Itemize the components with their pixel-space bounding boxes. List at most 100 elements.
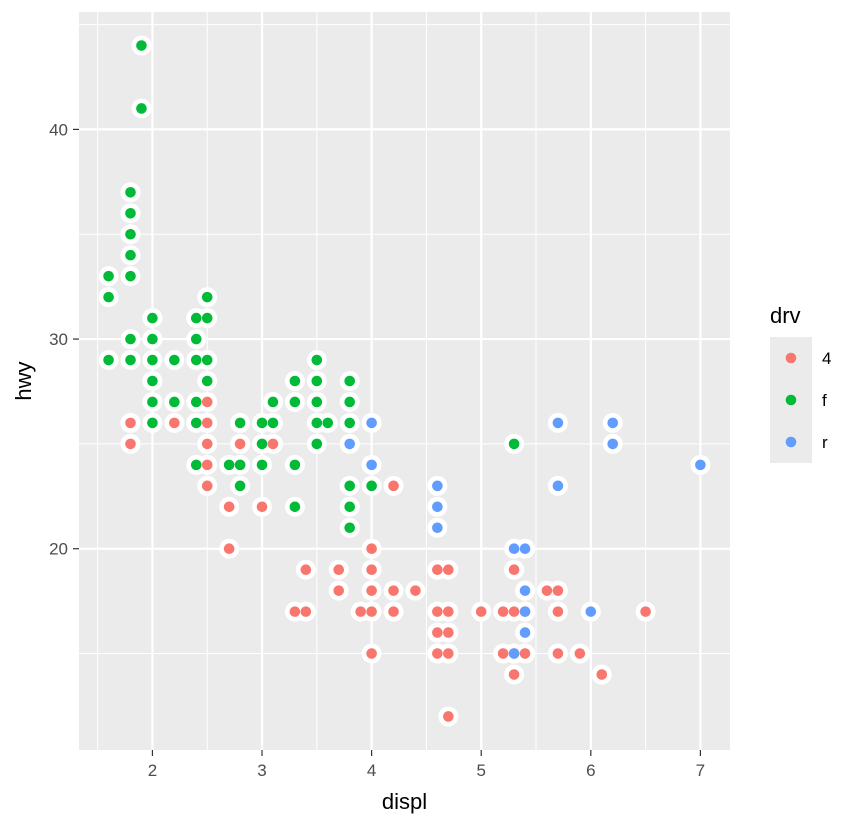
data-point-r	[519, 543, 531, 555]
data-point-4	[497, 648, 509, 659]
data-point-f	[125, 207, 136, 219]
data-point-f	[508, 438, 520, 450]
data-point-f	[136, 40, 147, 51]
y-axis-label: hwy	[11, 361, 36, 400]
data-point-4	[366, 564, 377, 575]
data-point-f	[103, 291, 114, 303]
data-point-f	[366, 480, 377, 492]
data-point-4	[443, 564, 454, 575]
legend-label-r: r	[822, 433, 828, 452]
data-point-r	[432, 501, 443, 513]
data-point-4	[201, 480, 213, 492]
major-gridlines	[79, 12, 730, 750]
data-point-4	[333, 564, 345, 575]
data-point-4	[508, 606, 520, 617]
data-point-f	[201, 375, 213, 387]
data-point-4	[541, 585, 553, 596]
data-point-f	[147, 396, 158, 408]
data-point-4	[508, 669, 520, 680]
data-point-f	[169, 396, 180, 408]
plot-panel	[79, 12, 730, 750]
data-point-4	[519, 648, 531, 659]
inner-point-layer	[103, 40, 706, 722]
x-tick-label: 3	[257, 761, 266, 780]
data-point-f	[190, 417, 202, 429]
y-tick-label: 40	[49, 120, 68, 139]
data-point-f	[311, 354, 323, 366]
legend-key-4	[785, 352, 797, 364]
data-point-f	[344, 417, 356, 429]
data-point-f	[256, 438, 268, 450]
data-point-4	[201, 438, 213, 450]
data-point-r	[508, 543, 520, 555]
data-point-f	[311, 438, 323, 450]
data-point-f	[256, 417, 268, 429]
data-point-4	[388, 585, 399, 596]
data-point-r	[552, 417, 564, 429]
data-point-4	[552, 585, 564, 596]
data-point-4	[355, 606, 366, 617]
data-point-f	[234, 459, 246, 471]
x-axis: 2 3 4 5 6 7	[148, 750, 705, 780]
data-point-f	[169, 354, 180, 366]
data-point-4	[388, 480, 399, 492]
data-point-f	[234, 417, 246, 429]
legend-key-f	[785, 394, 797, 406]
y-axis: 20 30 40	[49, 120, 79, 559]
data-point-f	[103, 270, 114, 282]
data-point-f	[256, 459, 268, 471]
data-point-4	[640, 606, 651, 617]
data-point-f	[125, 187, 136, 198]
data-point-4	[234, 438, 246, 450]
data-point-f	[125, 333, 136, 345]
legend-label-f: f	[822, 391, 827, 410]
legend-items: 4 f r	[785, 349, 831, 452]
data-point-4	[125, 438, 136, 450]
data-point-r	[344, 438, 356, 450]
x-tick-label: 2	[148, 761, 157, 780]
data-point-4	[432, 564, 443, 575]
data-point-r	[519, 606, 531, 617]
data-point-f	[136, 103, 147, 114]
data-point-4	[223, 543, 235, 555]
data-point-f	[147, 333, 158, 345]
data-point-4	[300, 564, 312, 575]
legend-title: drv	[770, 303, 801, 328]
x-tick-label: 7	[696, 761, 705, 780]
data-point-f	[201, 312, 213, 324]
data-point-f	[344, 396, 356, 408]
data-point-4	[596, 669, 608, 680]
data-point-f	[190, 396, 202, 408]
data-point-f	[344, 375, 356, 387]
x-axis-label: displ	[382, 789, 427, 814]
data-point-4	[552, 606, 564, 617]
data-point-4	[552, 648, 564, 659]
data-point-4	[497, 606, 509, 617]
data-point-4	[366, 648, 377, 659]
data-point-f	[344, 522, 356, 534]
data-point-4	[125, 417, 136, 429]
data-point-r	[519, 585, 531, 596]
data-point-f	[311, 396, 323, 408]
data-point-4	[366, 543, 377, 555]
data-point-4	[443, 711, 454, 722]
data-point-f	[267, 396, 279, 408]
data-point-f	[190, 459, 202, 471]
data-point-f	[322, 417, 334, 429]
data-point-f	[125, 354, 136, 366]
data-point-4	[256, 501, 268, 513]
data-point-4	[169, 417, 180, 429]
data-point-r	[585, 606, 597, 617]
legend-label-4: 4	[822, 349, 831, 368]
x-tick-label: 6	[586, 761, 595, 780]
data-point-f	[125, 228, 136, 240]
data-point-f	[289, 375, 301, 387]
data-point-r	[519, 627, 531, 638]
y-tick-label: 20	[49, 540, 68, 559]
data-point-4	[289, 606, 301, 617]
data-point-4	[223, 501, 235, 513]
data-point-f	[190, 312, 202, 324]
data-point-f	[147, 312, 158, 324]
